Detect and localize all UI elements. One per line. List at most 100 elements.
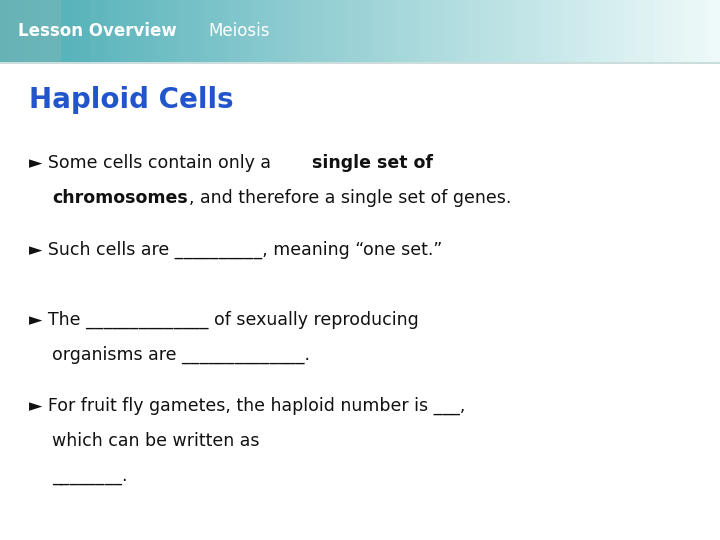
Bar — [708, 0, 714, 62]
Bar — [132, 0, 138, 62]
Bar — [192, 0, 198, 62]
Bar — [120, 0, 126, 62]
Bar — [528, 0, 534, 62]
Text: ► For fruit fly gametes, the haploid number is ___,: ► For fruit fly gametes, the haploid num… — [29, 397, 471, 415]
Bar — [144, 0, 150, 62]
Bar — [60, 0, 66, 62]
Bar — [558, 0, 564, 62]
Bar — [510, 0, 516, 62]
Bar — [426, 0, 432, 62]
Text: ________.: ________. — [52, 467, 127, 485]
Bar — [594, 0, 600, 62]
Text: which can be written as: which can be written as — [52, 432, 259, 450]
Bar — [540, 0, 546, 62]
Bar — [630, 0, 636, 62]
Bar — [114, 0, 120, 62]
Bar — [456, 0, 462, 62]
Bar — [462, 0, 468, 62]
Bar — [210, 0, 216, 62]
Bar — [0, 62, 720, 64]
Bar — [504, 0, 510, 62]
Bar — [282, 0, 288, 62]
Bar — [48, 0, 54, 62]
Bar — [18, 0, 24, 62]
Bar — [372, 0, 378, 62]
Bar — [204, 0, 210, 62]
Bar — [246, 0, 252, 62]
Bar — [306, 0, 312, 62]
Bar — [678, 0, 684, 62]
Bar — [396, 0, 402, 62]
Bar — [318, 0, 324, 62]
Bar — [300, 0, 306, 62]
Bar — [324, 0, 330, 62]
Bar — [342, 0, 348, 62]
Bar — [570, 0, 576, 62]
Bar — [96, 0, 102, 62]
Bar — [348, 0, 354, 62]
Bar — [486, 0, 492, 62]
Bar — [102, 0, 108, 62]
Bar — [30, 0, 36, 62]
Bar — [660, 0, 666, 62]
Bar — [498, 0, 504, 62]
Text: , and therefore a single set of genes.: , and therefore a single set of genes. — [189, 189, 511, 207]
Text: ► Such cells are __________, meaning “one set.”: ► Such cells are __________, meaning “on… — [29, 240, 442, 259]
Bar — [72, 0, 78, 62]
Text: chromosomes: chromosomes — [52, 189, 188, 207]
Bar — [432, 0, 438, 62]
Bar — [174, 0, 180, 62]
Bar — [378, 0, 384, 62]
Text: Lesson Overview: Lesson Overview — [18, 22, 176, 40]
Bar — [162, 0, 168, 62]
Bar — [666, 0, 672, 62]
Bar — [600, 0, 606, 62]
Bar — [330, 0, 336, 62]
Bar — [582, 0, 588, 62]
Bar — [552, 0, 558, 62]
Text: Haploid Cells: Haploid Cells — [29, 86, 233, 114]
Bar — [294, 0, 300, 62]
Bar — [672, 0, 678, 62]
Bar — [0, 0, 6, 62]
Bar — [450, 0, 456, 62]
Bar — [492, 0, 498, 62]
Bar — [588, 0, 594, 62]
Text: organisms are ______________.: organisms are ______________. — [52, 346, 310, 364]
Bar — [264, 0, 270, 62]
Bar — [150, 0, 156, 62]
Text: ► Some cells contain only a: ► Some cells contain only a — [29, 154, 276, 172]
Bar — [138, 0, 144, 62]
Bar — [12, 0, 18, 62]
Bar — [156, 0, 162, 62]
Bar — [438, 0, 444, 62]
Bar — [216, 0, 222, 62]
Bar — [684, 0, 690, 62]
Bar — [366, 0, 372, 62]
Bar — [534, 0, 540, 62]
Bar — [516, 0, 522, 62]
Bar — [108, 0, 114, 62]
Text: ► The ______________ of sexually reproducing: ► The ______________ of sexually reprodu… — [29, 310, 418, 329]
Bar — [180, 0, 186, 62]
Bar — [606, 0, 612, 62]
Bar — [624, 0, 630, 62]
Bar — [480, 0, 486, 62]
Bar — [276, 0, 282, 62]
Text: Meiosis: Meiosis — [209, 22, 270, 40]
Bar — [654, 0, 660, 62]
Bar — [234, 0, 240, 62]
Bar — [78, 0, 84, 62]
Bar — [648, 0, 654, 62]
Bar — [240, 0, 246, 62]
Bar — [222, 0, 228, 62]
Bar — [636, 0, 642, 62]
Bar — [270, 0, 276, 62]
Bar — [414, 0, 420, 62]
Bar — [444, 0, 450, 62]
Bar — [696, 0, 702, 62]
Bar — [36, 0, 42, 62]
Text: single set of: single set of — [312, 154, 433, 172]
Bar — [198, 0, 204, 62]
Bar — [66, 0, 72, 62]
